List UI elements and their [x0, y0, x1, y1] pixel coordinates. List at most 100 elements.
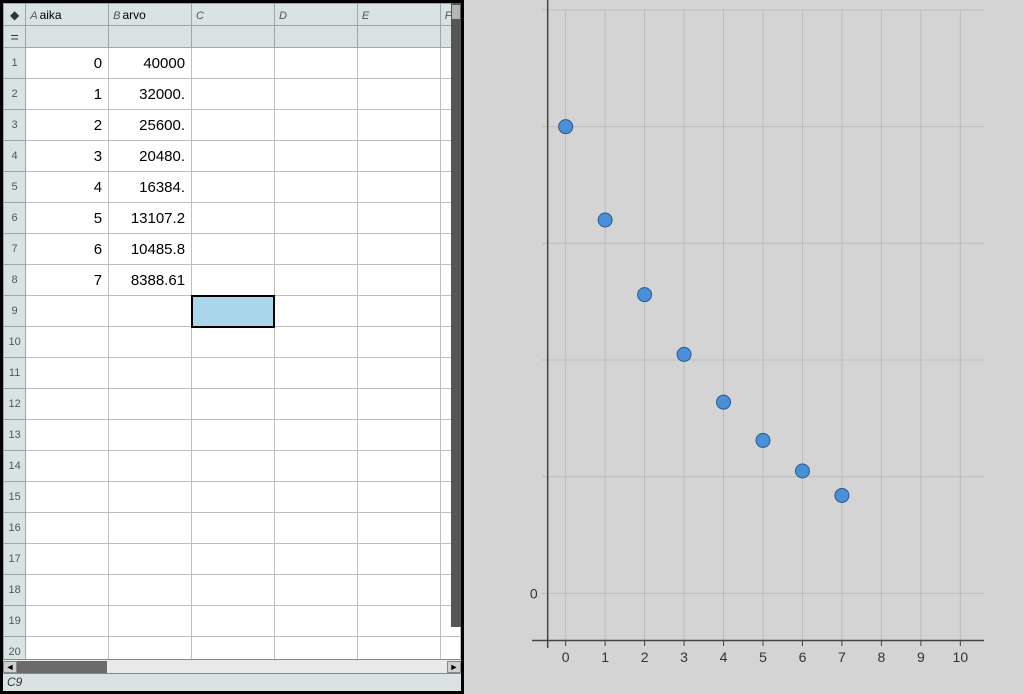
cell-C2[interactable]: [192, 79, 275, 110]
cell-D14[interactable]: [274, 451, 357, 482]
cell-E1[interactable]: [357, 48, 440, 79]
cell-C4[interactable]: [192, 141, 275, 172]
cell-A13[interactable]: [26, 420, 109, 451]
cell-B3[interactable]: 25600.: [109, 110, 192, 141]
spreadsheet-table[interactable]: ◆AaikaBarvoCDEF= 10400002132000.3225600.…: [3, 3, 461, 659]
cell-E5[interactable]: [357, 172, 440, 203]
cell-C18[interactable]: [192, 575, 275, 606]
cell-C7[interactable]: [192, 234, 275, 265]
cell-B14[interactable]: [109, 451, 192, 482]
cell-A20[interactable]: [26, 637, 109, 660]
cell-C16[interactable]: [192, 513, 275, 544]
cell-D12[interactable]: [274, 389, 357, 420]
data-point-5[interactable]: [756, 433, 770, 447]
cell-E4[interactable]: [357, 141, 440, 172]
column-header-B[interactable]: Barvo: [109, 4, 192, 26]
row-header-9[interactable]: 9: [4, 296, 26, 327]
cell-C3[interactable]: [192, 110, 275, 141]
cell-A11[interactable]: [26, 358, 109, 389]
cell-D8[interactable]: [274, 265, 357, 296]
cell-C8[interactable]: [192, 265, 275, 296]
cell-D19[interactable]: [274, 606, 357, 637]
row-header-15[interactable]: 15: [4, 482, 26, 513]
scroll-right-arrow-icon[interactable]: ►: [447, 661, 461, 673]
cell-E19[interactable]: [357, 606, 440, 637]
cell-D18[interactable]: [274, 575, 357, 606]
row-header-19[interactable]: 19: [4, 606, 26, 637]
data-point-0[interactable]: [559, 120, 573, 134]
cell-A4[interactable]: 3: [26, 141, 109, 172]
cell-B18[interactable]: [109, 575, 192, 606]
cell-B11[interactable]: [109, 358, 192, 389]
cell-C19[interactable]: [192, 606, 275, 637]
cell-D7[interactable]: [274, 234, 357, 265]
row-header-18[interactable]: 18: [4, 575, 26, 606]
data-point-1[interactable]: [598, 213, 612, 227]
cell-B16[interactable]: [109, 513, 192, 544]
cell-C14[interactable]: [192, 451, 275, 482]
column-header-D[interactable]: D: [274, 4, 357, 26]
cell-D3[interactable]: [274, 110, 357, 141]
cell-E17[interactable]: [357, 544, 440, 575]
cell-C5[interactable]: [192, 172, 275, 203]
row-header-5[interactable]: 5: [4, 172, 26, 203]
cell-B10[interactable]: [109, 327, 192, 358]
column-header-C[interactable]: C: [192, 4, 275, 26]
cell-A12[interactable]: [26, 389, 109, 420]
cell-A16[interactable]: [26, 513, 109, 544]
row-header-12[interactable]: 12: [4, 389, 26, 420]
cell-B5[interactable]: 16384.: [109, 172, 192, 203]
scroll-left-arrow-icon[interactable]: ◄: [3, 661, 17, 673]
cell-A15[interactable]: [26, 482, 109, 513]
cell-B12[interactable]: [109, 389, 192, 420]
data-point-3[interactable]: [677, 347, 691, 361]
row-header-4[interactable]: 4: [4, 141, 26, 172]
row-header-10[interactable]: 10: [4, 327, 26, 358]
cell-A6[interactable]: 5: [26, 203, 109, 234]
cell-D6[interactable]: [274, 203, 357, 234]
cell-B8[interactable]: 8388.61: [109, 265, 192, 296]
cell-A2[interactable]: 1: [26, 79, 109, 110]
row-header-7[interactable]: 7: [4, 234, 26, 265]
cell-A7[interactable]: 6: [26, 234, 109, 265]
cell-D5[interactable]: [274, 172, 357, 203]
cell-C20[interactable]: [192, 637, 275, 660]
select-all-corner[interactable]: ◆: [4, 4, 26, 26]
horizontal-scrollbar[interactable]: ◄ ►: [3, 659, 461, 673]
cell-D11[interactable]: [274, 358, 357, 389]
cell-D10[interactable]: [274, 327, 357, 358]
cell-B15[interactable]: [109, 482, 192, 513]
formula-cell-D[interactable]: [274, 26, 357, 48]
cell-D15[interactable]: [274, 482, 357, 513]
row-header-6[interactable]: 6: [4, 203, 26, 234]
formula-cell-E[interactable]: [357, 26, 440, 48]
cell-A19[interactable]: [26, 606, 109, 637]
cell-B4[interactable]: 20480.: [109, 141, 192, 172]
cell-E3[interactable]: [357, 110, 440, 141]
row-header-3[interactable]: 3: [4, 110, 26, 141]
formula-cell-A[interactable]: [26, 26, 109, 48]
vertical-scrollbar-thumb[interactable]: [452, 5, 460, 19]
cell-D9[interactable]: [274, 296, 357, 327]
cell-C1[interactable]: [192, 48, 275, 79]
cell-E10[interactable]: [357, 327, 440, 358]
cell-E16[interactable]: [357, 513, 440, 544]
cell-E20[interactable]: [357, 637, 440, 660]
cell-D17[interactable]: [274, 544, 357, 575]
cell-E13[interactable]: [357, 420, 440, 451]
cell-C17[interactable]: [192, 544, 275, 575]
cell-A5[interactable]: 4: [26, 172, 109, 203]
cell-C6[interactable]: [192, 203, 275, 234]
formula-cell-C[interactable]: [192, 26, 275, 48]
cell-C13[interactable]: [192, 420, 275, 451]
data-point-2[interactable]: [638, 288, 652, 302]
cell-B20[interactable]: [109, 637, 192, 660]
cell-D2[interactable]: [274, 79, 357, 110]
cell-A1[interactable]: 0: [26, 48, 109, 79]
column-header-E[interactable]: E: [357, 4, 440, 26]
cell-A17[interactable]: [26, 544, 109, 575]
horizontal-scrollbar-thumb[interactable]: [17, 661, 107, 673]
cell-D16[interactable]: [274, 513, 357, 544]
cell-D20[interactable]: [274, 637, 357, 660]
cell-E12[interactable]: [357, 389, 440, 420]
